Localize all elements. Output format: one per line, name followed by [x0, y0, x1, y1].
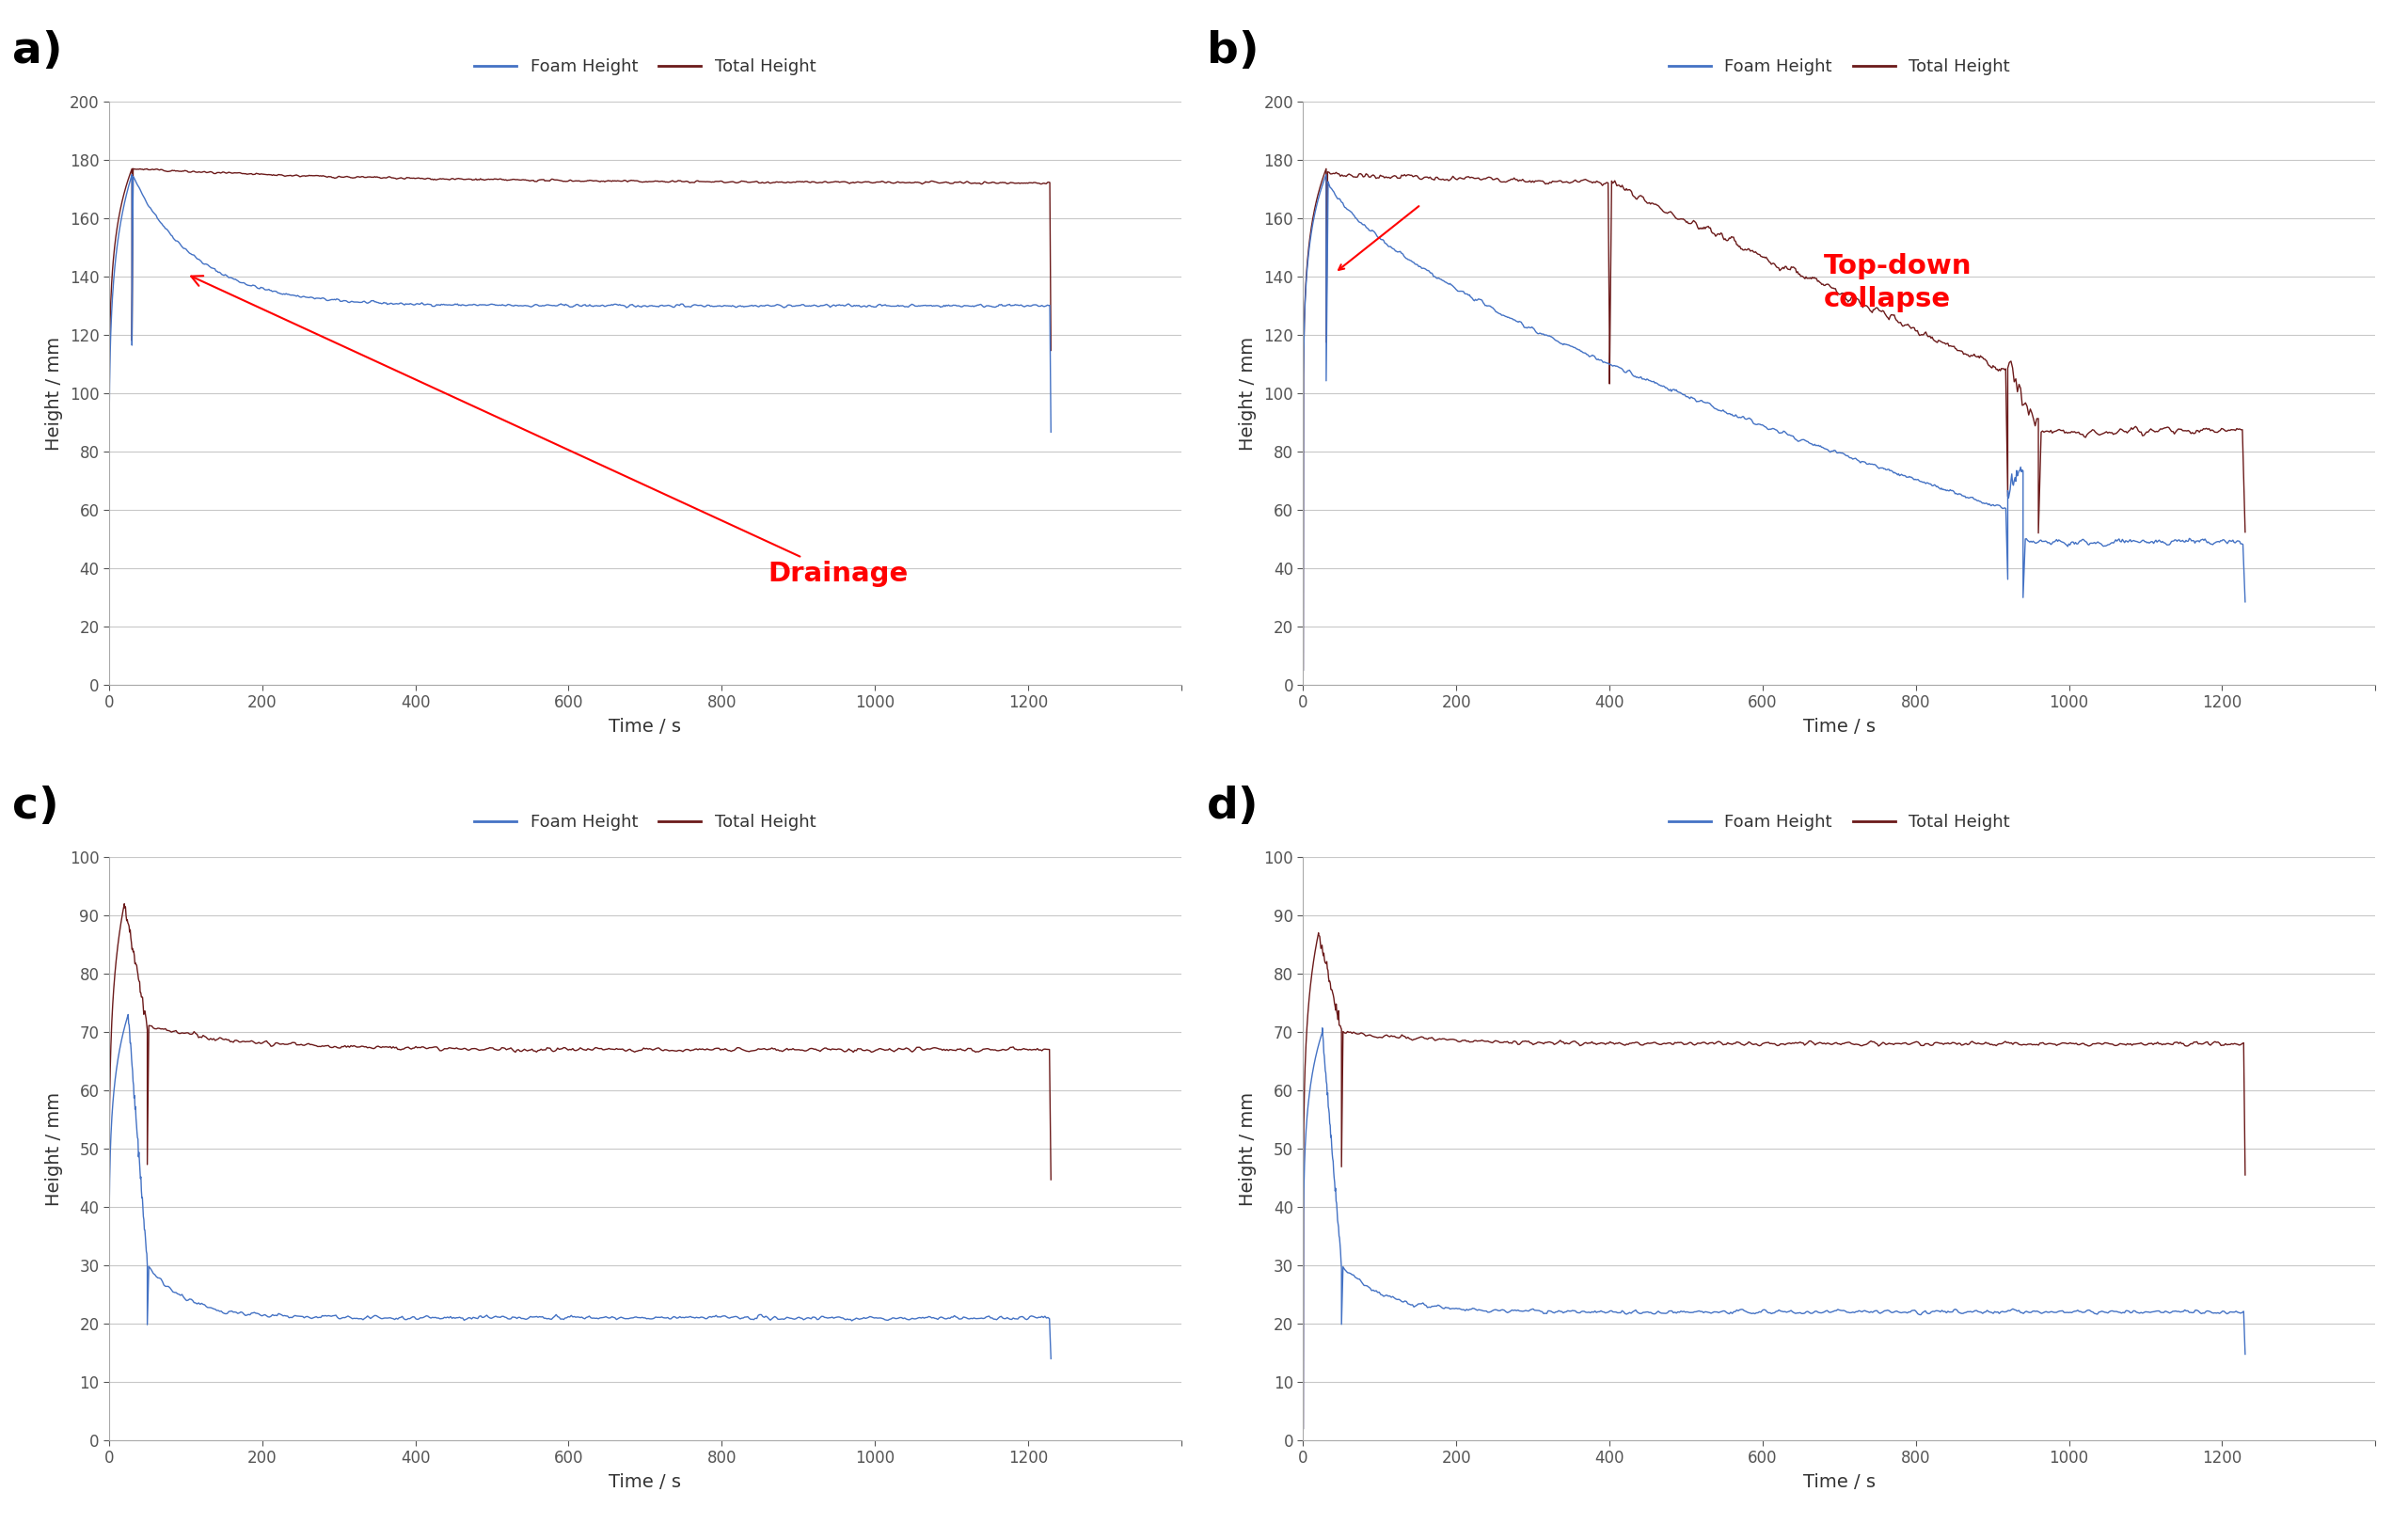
Foam Height	[1035, 422, 1064, 440]
Y-axis label: Height / mm: Height / mm	[1240, 1091, 1257, 1205]
Total Height	[1353, 168, 1382, 186]
Foam Height	[727, 297, 756, 315]
Foam Height	[1871, 1301, 1900, 1320]
Foam Height	[1474, 1303, 1503, 1321]
Total Height	[715, 1041, 744, 1059]
Total Height	[275, 1035, 303, 1053]
Total Height	[152, 162, 181, 180]
Total Height	[730, 1041, 759, 1059]
Total Height	[111, 895, 140, 913]
Foam Height	[241, 1305, 270, 1323]
Foam Height	[282, 1306, 311, 1324]
Line: Total Height: Total Height	[108, 904, 1050, 1428]
Line: Foam Height: Foam Height	[1303, 175, 2244, 671]
Foam Height	[1512, 1301, 1541, 1320]
Total Height	[1288, 661, 1317, 680]
Total Height	[891, 174, 920, 192]
Total Height	[1924, 1033, 1953, 1052]
Total Height	[503, 1041, 532, 1059]
Total Height	[1312, 160, 1341, 178]
X-axis label: Time / s: Time / s	[609, 1474, 681, 1492]
Text: d): d)	[1206, 786, 1259, 828]
Foam Height	[1664, 383, 1693, 401]
Line: Foam Height: Foam Height	[108, 175, 1050, 671]
Foam Height	[1628, 370, 1657, 389]
Total Height	[1288, 1419, 1317, 1437]
Line: Total Height: Total Height	[1303, 169, 2244, 671]
Total Height	[1035, 341, 1064, 360]
X-axis label: Time / s: Time / s	[1804, 1474, 1876, 1492]
Y-axis label: Height / mm: Height / mm	[46, 1091, 63, 1205]
Foam Height	[318, 1308, 347, 1326]
Foam Height	[2129, 1305, 2158, 1323]
Legend: Foam Height, Total Height: Foam Height, Total Height	[467, 808, 824, 838]
Total Height	[2203, 424, 2232, 442]
Y-axis label: Height / mm: Height / mm	[46, 337, 63, 450]
Total Height	[1541, 172, 1570, 190]
X-axis label: Time / s: Time / s	[609, 718, 681, 736]
Total Height	[1035, 1170, 1064, 1189]
Line: Foam Height: Foam Height	[1303, 1029, 2244, 1428]
Foam Height	[1334, 201, 1363, 219]
Total Height	[325, 168, 354, 186]
Text: a): a)	[12, 30, 63, 73]
Text: c): c)	[12, 786, 60, 828]
Text: b): b)	[1206, 30, 1259, 73]
Total Height	[1399, 1030, 1428, 1049]
Foam Height	[94, 1419, 123, 1437]
Total Height	[1698, 1033, 1727, 1052]
Total Height	[2230, 1166, 2259, 1184]
Foam Height	[1035, 1350, 1064, 1369]
Total Height	[94, 661, 123, 680]
Foam Height	[811, 296, 840, 314]
Total Height	[1305, 924, 1334, 942]
Foam Height	[94, 661, 123, 680]
Foam Height	[152, 219, 181, 238]
Total Height	[1469, 1032, 1498, 1050]
Foam Height	[118, 166, 147, 184]
Total Height	[2165, 421, 2194, 439]
Foam Height	[1308, 1020, 1336, 1038]
Foam Height	[1288, 1419, 1317, 1437]
Line: Foam Height: Foam Height	[108, 1015, 1050, 1428]
Total Height	[135, 160, 164, 178]
Legend: Foam Height, Total Height: Foam Height, Total Height	[1662, 52, 2018, 82]
Foam Height	[934, 1309, 963, 1327]
Total Height	[120, 954, 149, 972]
Foam Height	[1435, 1300, 1464, 1318]
Line: Total Height: Total Height	[1303, 933, 2244, 1428]
Foam Height	[1905, 471, 1934, 489]
Foam Height	[804, 1311, 833, 1329]
Total Height	[727, 172, 756, 190]
Total Height	[811, 172, 840, 190]
Total Height	[205, 1029, 234, 1047]
Foam Height	[1994, 482, 2023, 500]
Legend: Foam Height, Total Height: Foam Height, Total Height	[1662, 808, 2018, 838]
Total Height	[1599, 174, 1628, 192]
Foam Height	[891, 297, 920, 315]
Foam Height	[135, 198, 164, 216]
Foam Height	[1312, 166, 1341, 184]
Legend: Foam Height, Total Height: Foam Height, Total Height	[467, 52, 824, 82]
X-axis label: Time / s: Time / s	[1804, 718, 1876, 736]
Foam Height	[325, 293, 354, 311]
Foam Height	[2230, 593, 2259, 611]
Foam Height	[2008, 460, 2037, 479]
Total Height	[1910, 1036, 1938, 1055]
Total Height	[118, 160, 147, 178]
Total Height	[1315, 972, 1344, 991]
Text: Top-down
collapse: Top-down collapse	[1823, 253, 1972, 312]
Foam Height	[113, 1006, 142, 1024]
Total Height	[2230, 523, 2259, 541]
Text: Drainage: Drainage	[190, 276, 908, 587]
Foam Height	[677, 1308, 706, 1326]
Foam Height	[1999, 1300, 2028, 1318]
Line: Total Height: Total Height	[108, 169, 1050, 671]
Foam Height	[1288, 661, 1317, 680]
Total Height	[94, 1419, 123, 1437]
Foam Height	[2230, 1346, 2259, 1364]
Y-axis label: Height / mm: Height / mm	[1240, 337, 1257, 450]
Total Height	[2059, 422, 2088, 440]
